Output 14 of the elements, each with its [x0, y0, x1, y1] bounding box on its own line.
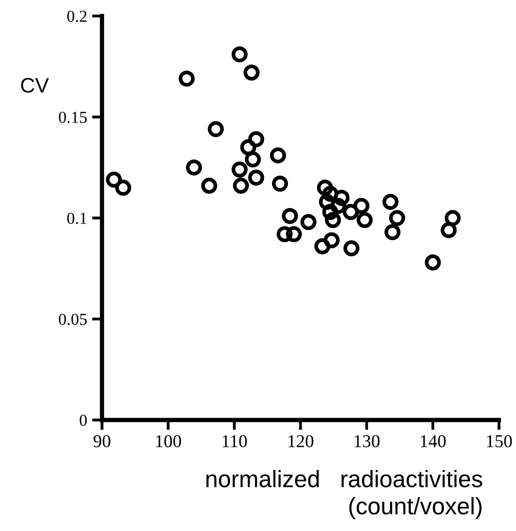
- x-tick-label: 110: [222, 435, 247, 448]
- x-tick-label: 130: [354, 435, 380, 448]
- y-tick-label: 0: [80, 414, 87, 426]
- y-tick-label: 0.2: [67, 10, 86, 22]
- x-tick-label: 120: [288, 435, 314, 448]
- x-tick-label: 90: [94, 435, 110, 448]
- x-axis-title: normalized radioactivities (count/voxel): [206, 470, 482, 520]
- y-tick-label: 0.15: [58, 112, 87, 124]
- x-tick-label: 150: [487, 435, 512, 448]
- x-tick-label: 100: [156, 435, 182, 448]
- y-tick-label: 0.1: [67, 212, 86, 224]
- x-tick-label: 140: [420, 435, 446, 448]
- y-axis-title: CV: [21, 78, 49, 93]
- y-tick-label: 0.05: [58, 314, 87, 326]
